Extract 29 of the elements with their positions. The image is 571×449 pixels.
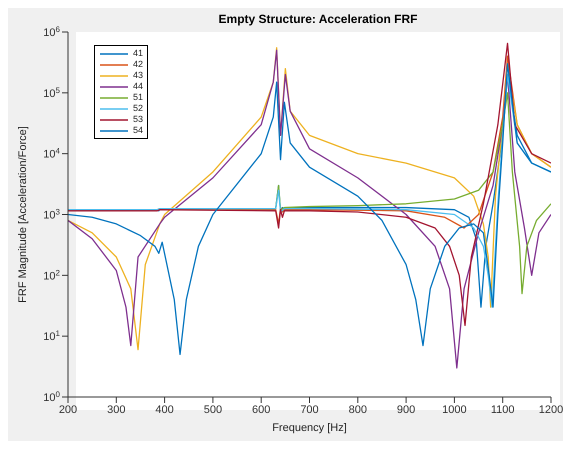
y-tick-label: 10$^{2}$ <box>43 268 61 282</box>
legend-label: 51 <box>133 92 144 103</box>
y-tick-label: 10$^{6}$ <box>43 24 61 39</box>
chart-title: Empty Structure: Acceleration FRF <box>218 12 418 26</box>
legend-label: 42 <box>133 59 144 70</box>
x-tick-label: 200 <box>58 404 78 416</box>
legend-label: 41 <box>133 48 144 59</box>
x-tick-label: 1100 <box>490 404 515 416</box>
legend-label: 52 <box>133 103 144 114</box>
y-axis-title: FRF Magnitude [Acceleration/Force] <box>16 126 29 303</box>
x-axis-title: Frequency [Hz] <box>272 422 347 434</box>
y-tick-label: 10$^{0}$ <box>43 390 61 404</box>
x-tick-label: 500 <box>204 404 222 416</box>
x-tick-label: 1200 <box>538 404 564 416</box>
y-tick-label: 10$^{3}$ <box>43 207 61 222</box>
y-tick-label: 10$^{5}$ <box>43 85 61 100</box>
x-tick-label: 700 <box>300 404 319 416</box>
x-tick-label: 600 <box>252 404 270 416</box>
x-tick-label: 1000 <box>442 404 467 416</box>
legend-label: 53 <box>133 114 144 125</box>
x-tick-label: 800 <box>348 404 367 416</box>
y-tick-label: 10$^{4}$ <box>43 146 61 161</box>
x-tick-label: 400 <box>155 404 174 416</box>
x-tick-label: 900 <box>396 404 416 416</box>
legend-label: 44 <box>133 81 144 92</box>
legend-label: 54 <box>133 125 144 136</box>
y-tick-label: 10$^{1}$ <box>43 328 61 344</box>
x-tick-label: 300 <box>107 404 126 416</box>
legend-label: 43 <box>133 70 144 81</box>
